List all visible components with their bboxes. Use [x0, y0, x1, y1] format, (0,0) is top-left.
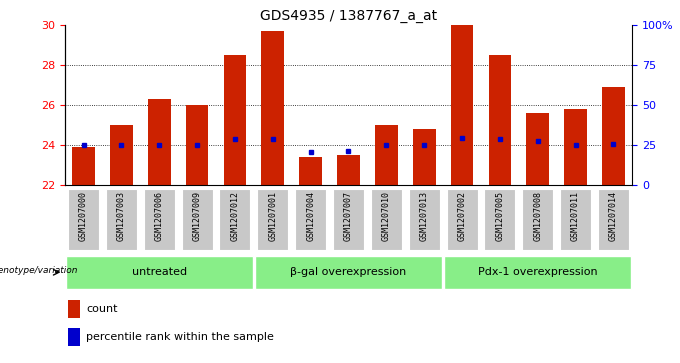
Text: GSM1207002: GSM1207002	[458, 191, 466, 241]
Bar	[257, 189, 288, 250]
Bar	[488, 55, 511, 185]
Bar	[564, 109, 587, 185]
Bar	[447, 189, 477, 250]
Bar	[444, 256, 631, 289]
Text: percentile rank within the sample: percentile rank within the sample	[86, 332, 274, 342]
Bar	[143, 189, 175, 250]
Bar	[68, 189, 99, 250]
Bar	[110, 125, 133, 185]
Text: GSM1207012: GSM1207012	[231, 191, 239, 241]
Bar	[255, 256, 442, 289]
Text: GSM1207005: GSM1207005	[496, 191, 505, 241]
Bar	[224, 55, 246, 185]
Text: genotype/variation: genotype/variation	[0, 266, 78, 275]
Text: GSM1207014: GSM1207014	[609, 191, 618, 241]
Text: Pdx-1 overexpression: Pdx-1 overexpression	[478, 266, 598, 277]
Bar	[409, 189, 440, 250]
Text: β-gal overexpression: β-gal overexpression	[290, 266, 407, 277]
Text: GSM1207011: GSM1207011	[571, 191, 580, 241]
Bar	[333, 189, 364, 250]
Text: GSM1207007: GSM1207007	[344, 191, 353, 241]
Text: GSM1207013: GSM1207013	[420, 191, 428, 241]
Bar	[261, 32, 284, 185]
Bar	[68, 300, 80, 318]
Bar	[375, 125, 398, 185]
Bar	[602, 87, 625, 185]
Bar	[371, 189, 402, 250]
Text: count: count	[86, 304, 118, 314]
Bar	[220, 189, 250, 250]
Bar	[413, 129, 436, 185]
Bar	[299, 157, 322, 185]
Bar	[68, 328, 80, 346]
Text: untreated: untreated	[132, 266, 187, 277]
Bar	[526, 113, 549, 185]
Text: GSM1207004: GSM1207004	[306, 191, 315, 241]
Bar	[295, 189, 326, 250]
Bar	[522, 189, 554, 250]
Bar	[598, 189, 629, 250]
Bar	[337, 155, 360, 185]
Text: GSM1207006: GSM1207006	[155, 191, 164, 241]
Title: GDS4935 / 1387767_a_at: GDS4935 / 1387767_a_at	[260, 9, 437, 23]
Bar	[66, 256, 253, 289]
Bar	[484, 189, 515, 250]
Bar	[148, 99, 171, 185]
Bar	[451, 25, 473, 185]
Bar	[72, 147, 95, 185]
Bar	[182, 189, 213, 250]
Text: GSM1207003: GSM1207003	[117, 191, 126, 241]
Text: GSM1207010: GSM1207010	[382, 191, 391, 241]
Text: GSM1207001: GSM1207001	[269, 191, 277, 241]
Bar	[106, 189, 137, 250]
Bar	[560, 189, 591, 250]
Text: GSM1207000: GSM1207000	[79, 191, 88, 241]
Text: GSM1207008: GSM1207008	[533, 191, 542, 241]
Text: GSM1207009: GSM1207009	[192, 191, 201, 241]
Bar	[186, 105, 209, 185]
